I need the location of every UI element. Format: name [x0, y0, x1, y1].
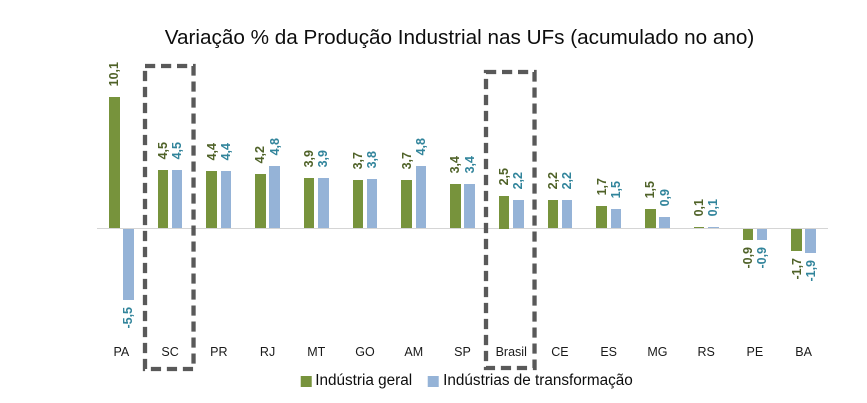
- bar-value-label-PR-s1: 4,4: [218, 143, 233, 161]
- bar-AM-s0: [401, 180, 412, 229]
- category-label-RJ: RJ: [259, 345, 276, 359]
- bar-value-label-RS-s1: 0,1: [706, 199, 721, 217]
- bar-SP-s0: [450, 184, 461, 229]
- bar-value-label-BA-s1: -1,9: [803, 260, 818, 282]
- bar-value-label-PR-s0: 4,4: [204, 143, 219, 161]
- bar-ES-s0: [596, 206, 607, 229]
- bar-value-label-SP-s1: 3,4: [462, 156, 477, 174]
- legend-label-industrias-de-transformacao: Indústrias de transformação: [443, 372, 633, 389]
- bar-Brasil-s1: [513, 199, 524, 229]
- bar-MT-s0: [303, 177, 315, 229]
- category-label-MT: MT: [307, 345, 326, 359]
- bar-value-label-RJ-s1: 4,8: [267, 137, 282, 156]
- category-label-Brasil: Brasil: [495, 345, 527, 359]
- category-label-AM: AM: [404, 345, 424, 359]
- bar-SC-s0: [157, 169, 169, 229]
- legend: Indústria geral Indústrias de transforma…: [300, 372, 633, 390]
- category-label-RS: RS: [697, 345, 715, 359]
- bar-value-label-MG-s1: 0,9: [657, 188, 672, 207]
- bar-BA-s0: [791, 228, 802, 251]
- bar-CE-s1: [561, 199, 573, 229]
- highlight-box-rect-Brasil: [484, 69, 537, 370]
- bar-AM-s1: [415, 165, 427, 229]
- category-label-MG: MG: [647, 345, 668, 359]
- bar-PE-s0: [742, 228, 754, 241]
- category-label-PE: PE: [746, 345, 764, 359]
- legend-swatch-industria-geral-icon: [300, 375, 312, 387]
- bar-value-label-ES-s1: 1,5: [608, 181, 623, 199]
- bar-CE-s0: [547, 199, 559, 229]
- category-label-PR: PR: [210, 345, 228, 359]
- highlight-box-Brasil: [484, 69, 537, 370]
- x-axis-zero-line: [97, 227, 828, 230]
- legend-label-industria-geral: Indústria geral: [315, 372, 413, 389]
- bar-value-label-PE-s1: -0,9: [754, 247, 769, 269]
- category-label-BA: BA: [795, 345, 812, 359]
- bar-GO-s1: [366, 178, 378, 229]
- bar-ES-s1: [610, 208, 622, 229]
- bar-MG-s1: [659, 216, 670, 229]
- bar-value-label-PE-s0: -0,9: [740, 247, 755, 269]
- bar-value-label-AM-s0: 3,7: [399, 152, 414, 170]
- bar-value-label-RJ-s0: 4,2: [253, 145, 268, 164]
- bar-value-label-GO-s1: 3,8: [364, 151, 379, 169]
- bar-value-label-RS-s0: 0,1: [691, 199, 706, 217]
- bar-PE-s1: [756, 228, 768, 241]
- bar-PR-s0: [206, 171, 218, 229]
- bar-value-label-GO-s0: 3,7: [350, 152, 365, 170]
- bar-value-label-PA-s0: 10,1: [107, 61, 122, 87]
- bar-GO-s0: [352, 180, 364, 229]
- bar-value-label-ES-s0: 1,7: [594, 178, 609, 196]
- bar-PA-s0: [108, 96, 120, 229]
- bar-value-label-AM-s1: 4,8: [413, 137, 428, 156]
- bar-MG-s0: [645, 208, 656, 229]
- bar-PA-s1: [123, 228, 134, 301]
- bar-value-label-MT-s1: 3,9: [316, 149, 331, 168]
- legend-item-industria-geral: Indústria geral: [300, 372, 412, 390]
- bar-RJ-s1: [269, 165, 280, 229]
- category-label-GO: GO: [355, 345, 375, 359]
- bar-Brasil-s0: [498, 195, 510, 229]
- bar-value-label-PA-s1: -5,5: [121, 307, 136, 329]
- category-label-ES: ES: [600, 345, 618, 359]
- legend-swatch-industrias-de-transformacao-icon: [428, 375, 440, 387]
- bar-SP-s1: [464, 184, 475, 229]
- bar-value-label-SP-s0: 3,4: [448, 156, 463, 174]
- bar-value-label-CE-s1: 2,2: [559, 171, 574, 190]
- bar-value-label-MG-s0: 1,5: [643, 181, 658, 199]
- bar-value-label-BA-s0: -1,7: [789, 257, 804, 280]
- category-label-SP: SP: [454, 345, 471, 359]
- legend-item-industrias-de-transformacao: Indústrias de transformação: [428, 372, 633, 390]
- bar-SC-s1: [171, 169, 183, 229]
- highlight-box-SC: [142, 63, 196, 372]
- bar-MT-s1: [318, 177, 329, 229]
- bar-value-label-MT-s0: 3,9: [301, 149, 316, 168]
- bar-RS-s1: [707, 227, 719, 229]
- bar-value-label-CE-s0: 2,2: [545, 171, 560, 190]
- chart-title: Variação % da Produção Industrial nas UF…: [164, 26, 755, 49]
- category-label-SC: SC: [161, 345, 179, 359]
- highlight-box-rect-SC: [142, 63, 196, 372]
- category-label-PA: PA: [113, 345, 130, 359]
- bar-RJ-s0: [255, 173, 266, 229]
- category-label-CE: CE: [551, 345, 569, 359]
- bar-PR-s1: [220, 171, 232, 229]
- bar-BA-s1: [805, 228, 817, 254]
- bar-RS-s0: [693, 227, 705, 229]
